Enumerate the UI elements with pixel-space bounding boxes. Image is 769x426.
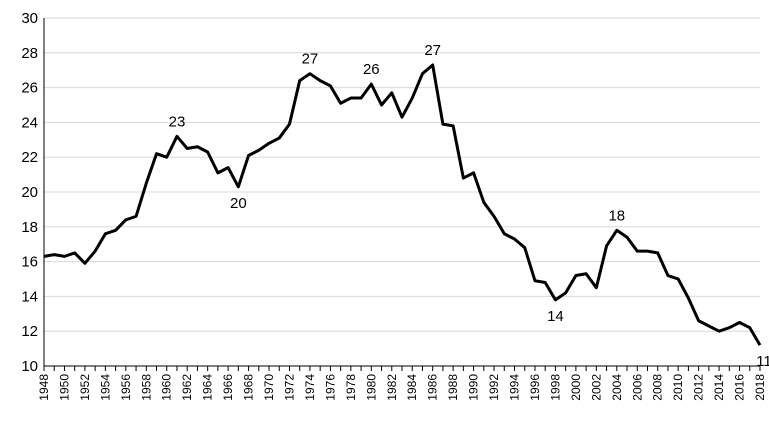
x-tick-label: 2012: [692, 374, 706, 401]
y-tick-label: 16: [21, 254, 38, 271]
x-tick-label: 1980: [364, 374, 378, 401]
x-tick-label: 1992: [487, 374, 501, 401]
annotations: 23 20 27 26 27 14 18 11: [169, 42, 769, 370]
x-tick-label: 1968: [242, 374, 256, 401]
x-tick-label: 2016: [733, 374, 747, 401]
x-tick-label: 1986: [426, 374, 440, 401]
y-axis-ticks: 10 12 14 16 18 20 22 24 26 28 30: [21, 10, 38, 375]
x-tick-label: 2010: [671, 374, 685, 401]
x-tick-label: 1960: [160, 374, 174, 401]
x-tick-label: 2018: [753, 374, 767, 401]
x-tick-label: 1970: [262, 374, 276, 401]
axes: [43, 18, 761, 371]
data-label: 14: [547, 308, 564, 325]
y-tick-label: 10: [21, 358, 38, 375]
series: [43, 63, 762, 346]
x-axis-ticks: 1948 1950 1952 1954 1956 1958 1960 1962 1964 1966…: [37, 374, 767, 401]
y-tick-label: 12: [21, 323, 38, 340]
x-tick-label: 1978: [344, 374, 358, 401]
x-tick-label: 1974: [303, 374, 317, 401]
x-tick-label: 1984: [405, 374, 419, 401]
x-tick-label: 1988: [446, 374, 460, 401]
y-tick-label: 22: [21, 149, 38, 166]
data-label: 11: [756, 353, 769, 370]
data-label: 27: [424, 42, 441, 59]
x-tick-label: 1996: [528, 374, 542, 401]
x-tick-label: 1958: [139, 374, 153, 401]
x-tick-label: 1972: [282, 374, 296, 401]
x-tick-label: 1982: [385, 374, 399, 401]
x-tick-label: 2000: [569, 374, 583, 401]
data-label: 26: [363, 61, 380, 78]
x-tick-label: 1948: [37, 374, 51, 401]
x-tick-label: 2002: [589, 374, 603, 401]
y-tick-label: 18: [21, 219, 38, 236]
data-label: 23: [169, 113, 186, 130]
data-label: 18: [608, 207, 625, 224]
y-tick-label: 28: [21, 45, 38, 62]
series-line: [43, 63, 762, 346]
x-tick-label: 1990: [467, 374, 481, 401]
y-tick-label: 26: [21, 80, 38, 97]
x-tick-label: 2014: [712, 374, 726, 401]
x-tick-label: 2008: [651, 374, 665, 401]
x-tick-label: 1950: [57, 374, 71, 401]
y-tick-label: 20: [21, 184, 38, 201]
y-tick-label: 30: [21, 10, 38, 27]
x-tick-label: 1964: [201, 374, 215, 401]
data-label: 20: [230, 195, 247, 212]
x-tick-label: 1954: [98, 374, 112, 401]
x-tick-label: 1956: [119, 374, 133, 401]
x-tick-label: 1998: [548, 374, 562, 401]
x-tick-label: 1962: [180, 374, 194, 401]
x-tick-label: 1966: [221, 374, 235, 401]
y-tick-label: 14: [21, 288, 38, 305]
x-tick-label: 2004: [610, 374, 624, 401]
x-tick-label: 2006: [630, 374, 644, 401]
x-tick-label: 1994: [508, 374, 522, 401]
grid: [44, 17, 760, 332]
x-tick-label: 1952: [78, 374, 92, 401]
x-tick-label: 1976: [323, 374, 337, 401]
data-label: 27: [302, 51, 319, 68]
y-tick-label: 24: [21, 114, 38, 131]
